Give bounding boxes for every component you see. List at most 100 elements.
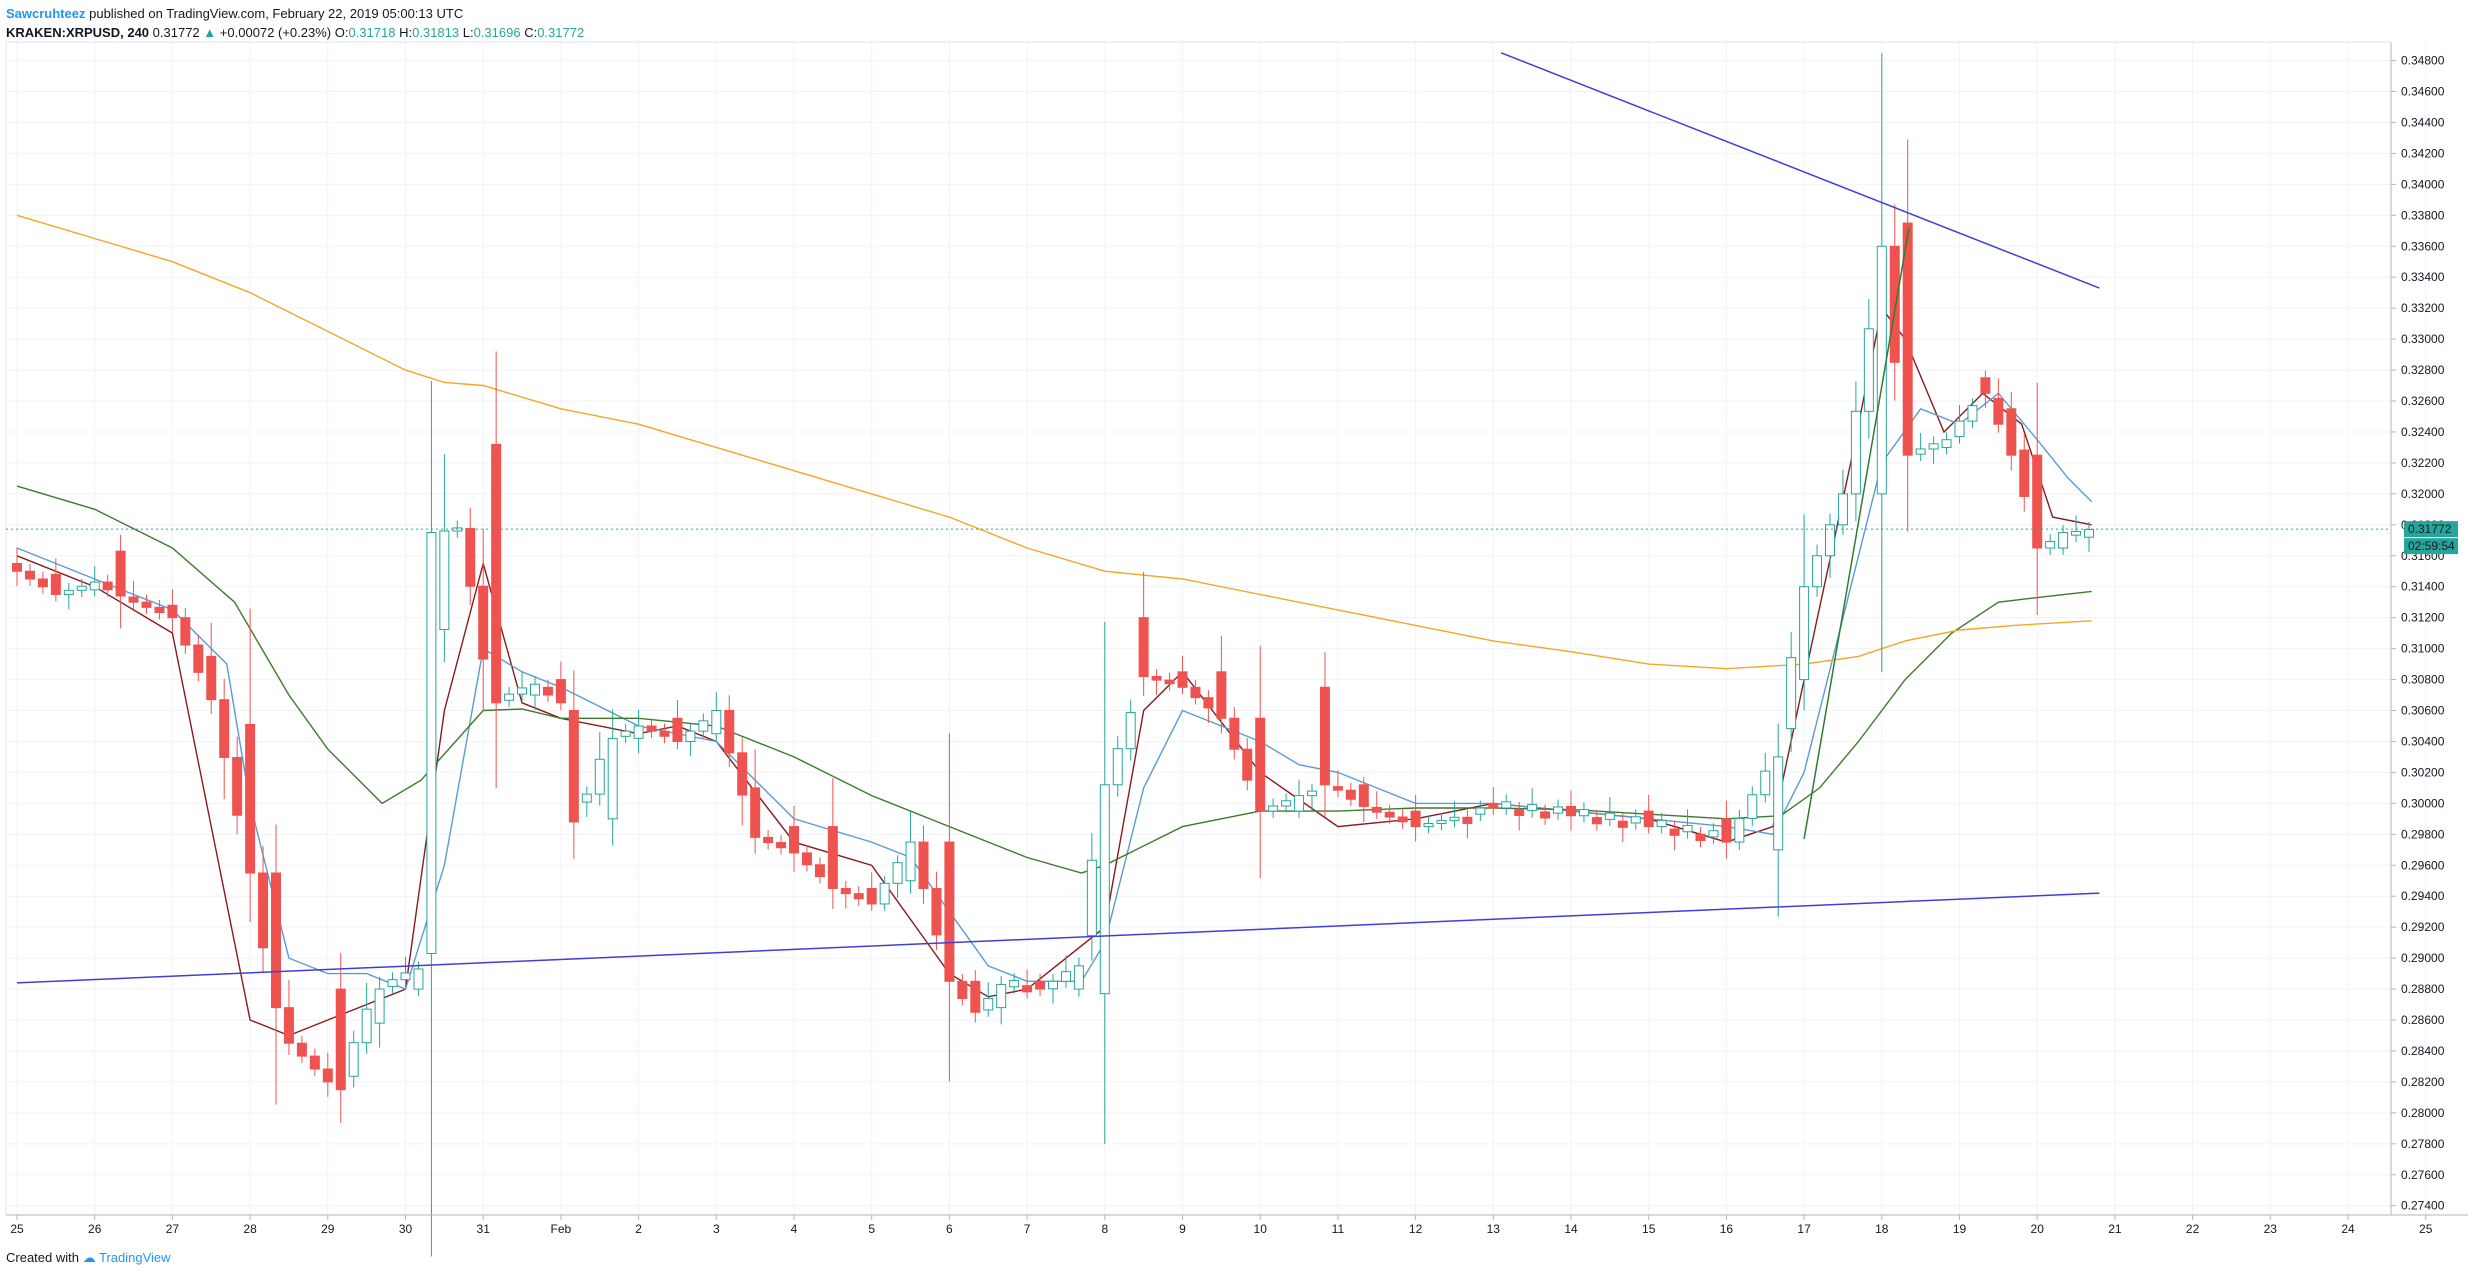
candle-body xyxy=(1216,671,1227,719)
candle-body xyxy=(659,730,670,737)
y-tick-label: 0.32600 xyxy=(2401,394,2445,408)
candle-body xyxy=(905,841,916,882)
y-tick-label: 0.33600 xyxy=(2401,239,2445,253)
x-tick-label: 3 xyxy=(713,1222,720,1236)
candle-body xyxy=(957,980,968,1000)
header-line-2: KRAKEN:XRPUSD, 240 0.31772 ▲ +0.00072 (+… xyxy=(6,23,584,42)
candle-body xyxy=(1151,675,1162,681)
candle-body xyxy=(1371,806,1382,813)
candle-body xyxy=(1190,686,1201,699)
candle-body xyxy=(1540,811,1551,819)
time-axis[interactable]: 25 26 27 28 29 30 31 Feb 2 3 4 5 6 7 8 9 10 11 12 13 14 15 16 1… xyxy=(10,1215,2433,1236)
x-tick-label: 6 xyxy=(946,1222,953,1236)
candle-body xyxy=(180,617,191,646)
x-tick-label: 15 xyxy=(1642,1222,1656,1236)
price-axis[interactable]: 0.34800 0.34600 0.34400 0.34200 0.34000 0.338… xyxy=(2391,54,2445,1213)
candle-body xyxy=(219,699,230,758)
y-tick-label: 0.28600 xyxy=(2401,1013,2445,1027)
candle-body xyxy=(309,1055,320,1070)
candle-body xyxy=(711,710,722,735)
candle-body xyxy=(1475,807,1486,815)
candle-body xyxy=(1345,789,1356,800)
x-tick-label: 18 xyxy=(1875,1222,1889,1236)
candle-body xyxy=(724,710,735,754)
candle-body xyxy=(1410,810,1421,828)
y-tick-label: 0.29200 xyxy=(2401,920,2445,934)
candle-body xyxy=(89,581,100,591)
x-tick-label: 2 xyxy=(635,1222,642,1236)
candle-body xyxy=(1773,756,1784,851)
candle-body xyxy=(1980,377,1991,394)
candle-body xyxy=(1281,800,1292,807)
candle-body xyxy=(1319,686,1330,786)
candle-body xyxy=(206,655,217,701)
y-tick-label: 0.34400 xyxy=(2401,115,2445,129)
candle-body xyxy=(2084,528,2094,538)
published-text: published on TradingView.com, February 2… xyxy=(89,6,464,21)
candle-body xyxy=(1138,617,1149,677)
candle-body xyxy=(322,1068,333,1083)
candle-body xyxy=(1099,784,1110,995)
candle-body xyxy=(931,887,942,936)
y-tick-label: 0.29400 xyxy=(2401,889,2445,903)
open-label: O: xyxy=(334,25,349,40)
candle-body xyxy=(1799,586,1810,681)
chart-header: Sawcruhteez published on TradingView.com… xyxy=(6,4,584,42)
candle-body xyxy=(646,725,657,732)
last-price-tag-text: 0.31772 xyxy=(2408,522,2452,536)
candle-body xyxy=(1060,971,1071,982)
candle-body xyxy=(1578,809,1589,817)
y-tick-label: 0.30000 xyxy=(2401,796,2445,810)
candle-body xyxy=(750,787,761,838)
y-tick-label: 0.32000 xyxy=(2401,487,2445,501)
candle-body xyxy=(1462,816,1473,824)
candle-body xyxy=(620,730,631,737)
candle-body xyxy=(918,841,929,889)
candle-body xyxy=(1825,524,1835,557)
trendline-5 xyxy=(1500,52,2100,289)
candle-body xyxy=(581,793,592,803)
candle-body xyxy=(141,601,152,608)
close-label: C: xyxy=(524,25,538,40)
candle-body xyxy=(1695,833,1706,842)
up-arrow-icon: ▲ xyxy=(203,25,217,40)
y-tick-label: 0.30200 xyxy=(2401,765,2445,779)
candle-body xyxy=(1423,822,1434,828)
tradingview-brand[interactable]: TradingView xyxy=(99,1250,171,1265)
x-tick-label: 25 xyxy=(2419,1222,2433,1236)
candle-body xyxy=(1760,770,1771,796)
y-tick-label: 0.34800 xyxy=(2401,54,2445,68)
candle-body xyxy=(1954,420,1965,438)
candle-body xyxy=(258,872,269,949)
candle-body xyxy=(866,887,877,905)
y-tick-label: 0.29600 xyxy=(2401,858,2445,872)
open-value: 0.31718 xyxy=(348,25,396,40)
candle-body xyxy=(1048,980,1058,990)
x-tick-label: Feb xyxy=(551,1222,572,1236)
candle-body xyxy=(944,841,955,982)
candle-body xyxy=(879,882,890,905)
y-tick-label: 0.27800 xyxy=(2401,1137,2445,1151)
candle-body xyxy=(1527,803,1538,812)
candle-body xyxy=(1553,806,1564,814)
candle-body xyxy=(193,644,204,673)
candle-body xyxy=(1591,817,1602,825)
candle-body xyxy=(1242,748,1253,781)
candle-body xyxy=(1203,697,1214,709)
candle-body xyxy=(283,1007,294,1044)
candle-body xyxy=(685,730,696,742)
candle-body xyxy=(1177,671,1188,688)
candle-body xyxy=(1604,812,1615,820)
author-name[interactable]: Sawcruhteez xyxy=(6,6,86,21)
candle-body xyxy=(1617,820,1628,828)
candle-body xyxy=(2045,541,2056,549)
x-tick-label: 24 xyxy=(2341,1222,2355,1236)
candle-body xyxy=(996,983,1007,1009)
candle-body xyxy=(1514,808,1525,816)
candle-body xyxy=(426,532,437,954)
header-line-1: Sawcruhteez published on TradingView.com… xyxy=(6,4,584,23)
y-tick-label: 0.32400 xyxy=(2401,425,2445,439)
footer: Created with ☁ TradingView xyxy=(6,1250,171,1266)
candle-body xyxy=(672,717,683,742)
